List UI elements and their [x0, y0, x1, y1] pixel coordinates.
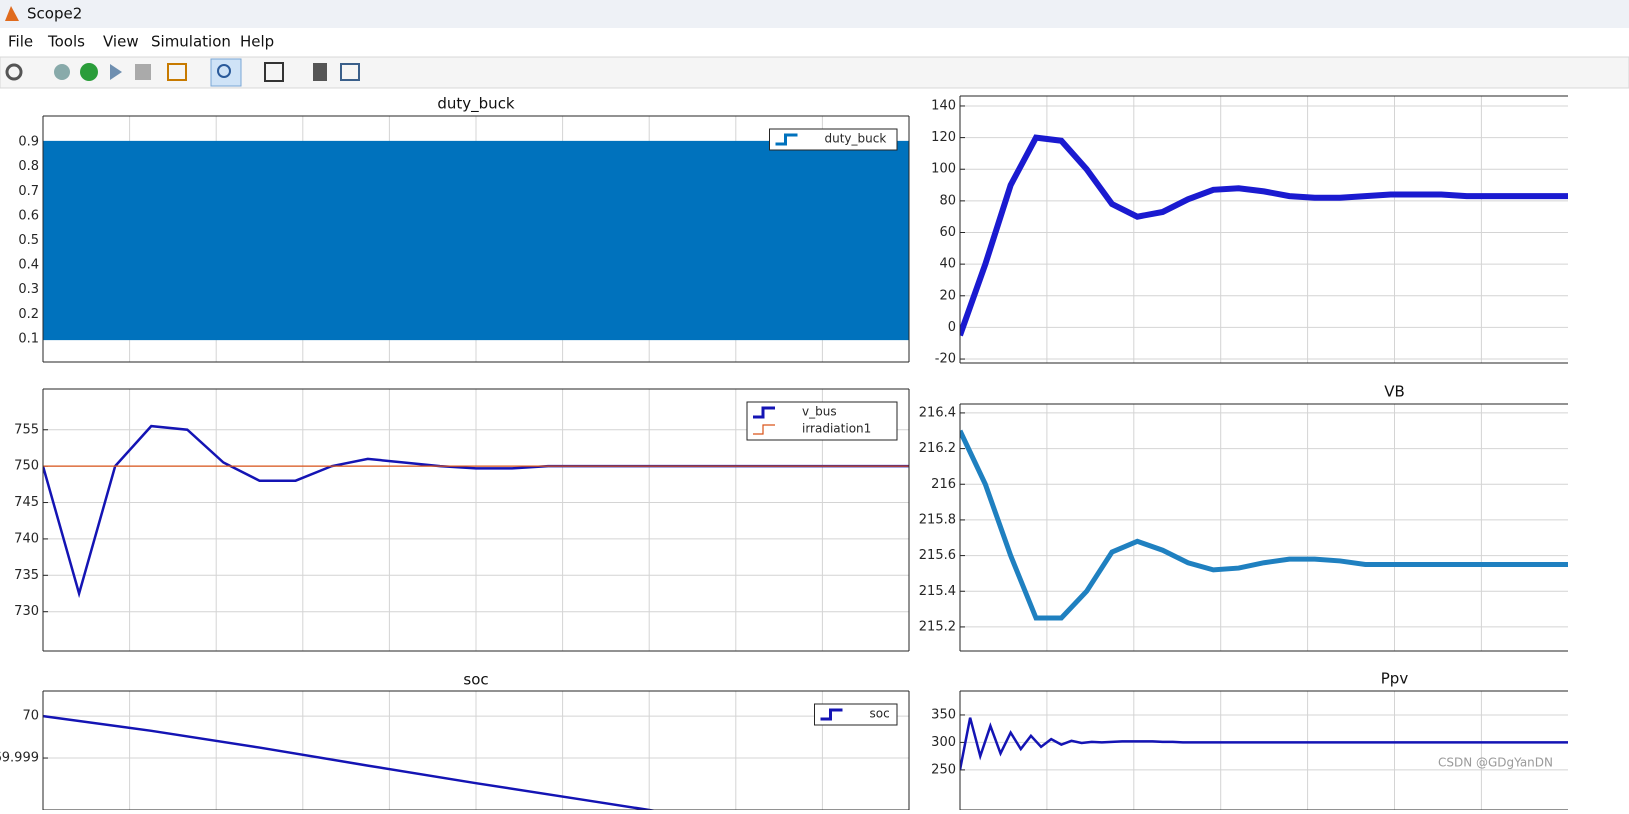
y-tick-label: 0.1 [18, 331, 39, 346]
menu-item[interactable]: Tools [47, 33, 85, 51]
legend-icon [753, 406, 775, 419]
y-tick-label: 215.6 [919, 548, 956, 563]
y-tick-label: 120 [931, 130, 956, 145]
legend-box [769, 128, 898, 151]
y-tick-label: 0.7 [18, 184, 39, 199]
legend-label: irradiation1 [802, 422, 871, 436]
step-back-button[interactable] [54, 64, 70, 80]
y-tick-label: 215.4 [919, 584, 956, 599]
chart-title: VB [1384, 383, 1405, 401]
y-tick-label: 750 [14, 459, 39, 474]
y-tick-label: 216.4 [919, 405, 956, 420]
y-tick-label: 0.2 [18, 307, 39, 322]
y-tick-label: 20 [939, 288, 956, 303]
window-title: Scope2 [27, 5, 82, 23]
signal-line [43, 714, 658, 810]
y-tick-label: 300 [931, 735, 956, 750]
trigger-button[interactable] [313, 63, 327, 81]
y-tick-label: 0.8 [18, 159, 39, 174]
menu-bar [0, 28, 1629, 56]
y-tick-label: 216.2 [919, 441, 956, 456]
y-tick-label: 0.9 [18, 135, 39, 150]
plot-area [960, 691, 1568, 810]
toolbar [0, 56, 1629, 89]
menu-item[interactable]: Help [240, 33, 274, 51]
menu-item[interactable]: File [8, 33, 33, 51]
y-tick-label: 215.2 [919, 619, 956, 634]
chart-title: duty_buck [437, 95, 515, 114]
y-tick-label: 0.5 [18, 233, 39, 248]
menu-item[interactable]: View [103, 33, 139, 51]
y-tick-label: 735 [14, 568, 39, 583]
chart-title: Ppv [1381, 670, 1409, 688]
y-tick-label: 350 [931, 707, 956, 722]
y-tick-label: 250 [931, 762, 956, 777]
legend-label: soc [870, 707, 890, 721]
zoom-icon [217, 64, 231, 78]
y-tick-label: -20 [935, 352, 956, 367]
plot-area [960, 404, 1568, 651]
run-button[interactable] [80, 63, 98, 81]
legend-icon [753, 424, 775, 435]
y-tick-label: 740 [14, 531, 39, 546]
watermark: CSDN @GDgYanDN [1438, 756, 1553, 770]
legend-box [746, 401, 898, 441]
signal-line [960, 717, 1568, 771]
y-tick-label: 745 [14, 495, 39, 510]
zoom-button[interactable] [210, 58, 242, 87]
y-tick-label: 0.4 [18, 258, 39, 273]
y-tick-label: 0 [948, 320, 956, 335]
y-tick-label: 100 [931, 162, 956, 177]
y-tick-label: 0.6 [18, 208, 39, 223]
y-tick-label: 40 [939, 257, 956, 272]
y-tick-label: 60 [939, 225, 956, 240]
signal-line [960, 134, 1568, 337]
y-tick-label: 0.3 [18, 282, 39, 297]
step-forward-button[interactable] [110, 64, 122, 80]
signal-band [43, 140, 909, 341]
plot-area [960, 96, 1568, 363]
legend-label: v_bus [802, 405, 837, 419]
y-tick-label: 70 [22, 709, 39, 724]
legend-icon [775, 133, 798, 146]
chart-title: soc [463, 671, 488, 689]
y-tick-label: 755 [14, 422, 39, 437]
y-tick-label: 140 [931, 98, 956, 113]
title-bar [0, 0, 1629, 28]
signal-line [960, 429, 1568, 621]
legend-label: duty_buck [825, 132, 887, 146]
y-tick-label: 80 [939, 193, 956, 208]
menu-item[interactable]: Simulation [151, 33, 231, 51]
app-icon [5, 6, 19, 21]
stop-button[interactable] [135, 64, 151, 80]
measure-button[interactable] [340, 63, 360, 81]
y-tick-label: 215.8 [919, 512, 956, 527]
highlight-button[interactable] [167, 63, 187, 81]
fit-button[interactable] [264, 62, 284, 82]
settings-button[interactable] [5, 63, 23, 81]
legend-icon [820, 708, 843, 721]
y-tick-label: 730 [14, 604, 39, 619]
y-tick-label: 216 [931, 477, 956, 492]
y-tick-label: 69.999 [0, 751, 39, 766]
